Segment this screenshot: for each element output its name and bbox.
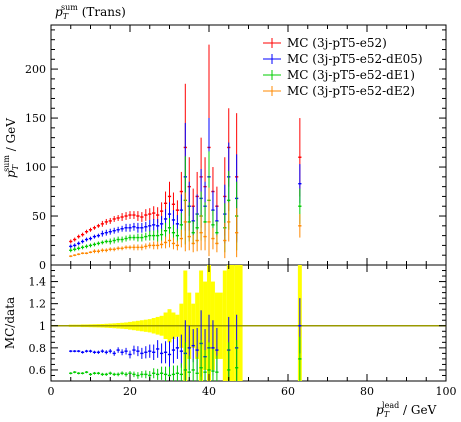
title-sub: T <box>63 12 69 21</box>
y-tick-label: 50 <box>32 210 46 223</box>
ratio-y-label: MC/data <box>3 297 17 349</box>
x-tick-label: 60 <box>281 385 295 398</box>
xlabel-rest: / GeV <box>399 403 436 417</box>
ratio-axes: 0.6 0.8 1 1.2 1.4 0 20 40 60 80 100 <box>29 265 457 398</box>
title-main: p <box>55 5 63 19</box>
title-sup: sum <box>61 3 78 12</box>
ratio-y-tick-label: 0.6 <box>29 364 47 377</box>
y-tick-label: 200 <box>25 63 46 76</box>
xlabel-main: p <box>376 403 384 417</box>
ylabel-sub: T <box>11 164 20 170</box>
ratio-y-tick-label: 0.8 <box>29 342 47 355</box>
chart-title: pTsum (Trans) <box>55 3 126 21</box>
data-uncertainty-band <box>234 265 243 381</box>
main-plot-area <box>69 44 302 259</box>
x-tick-label: 20 <box>123 385 137 398</box>
ratio-y-tick-label: 1.2 <box>29 298 47 311</box>
legend-label: MC (3j-pT5-e52) <box>287 36 387 50</box>
x-tick-label: 40 <box>202 385 216 398</box>
y-tick-label: 150 <box>25 112 46 125</box>
main-y-axis: 0 50 100 150 200 <box>25 25 447 272</box>
x-tick-label: 80 <box>360 385 374 398</box>
ratio-y-tick-label: 1 <box>39 320 46 333</box>
xlabel-sub: T <box>384 410 390 419</box>
x-axis-label: pTlead / GeV <box>376 401 437 419</box>
ratio-panel-frame <box>50 264 447 382</box>
ylabel-main: p <box>4 170 18 178</box>
main-y-label: pTsum / GeV <box>2 118 20 178</box>
x-tick-label: 100 <box>436 385 457 398</box>
ylabel-sup: sum <box>2 155 11 172</box>
ratio-plot-area <box>51 265 446 381</box>
x-tick-label: 0 <box>48 385 55 398</box>
legend-label: MC (3j-pT5-e52-dE2) <box>287 84 415 98</box>
legend: MC (3j-pT5-e52) MC (3j-pT5-e52-dE05) MC (3… <box>263 36 423 98</box>
legend-label: MC (3j-pT5-e52-dE1) <box>287 68 415 82</box>
ratio-y-tick-label: 1.4 <box>29 276 47 289</box>
y-tick-label: 100 <box>25 161 46 174</box>
title-rest: (Trans) <box>78 5 126 19</box>
data-uncertainty-band <box>226 265 235 381</box>
legend-label: MC (3j-pT5-e52-dE05) <box>287 52 423 66</box>
xlabel-sup: lead <box>382 401 399 410</box>
y-tick-label: 0 <box>39 259 46 272</box>
ylabel-rest: / GeV <box>4 118 18 155</box>
